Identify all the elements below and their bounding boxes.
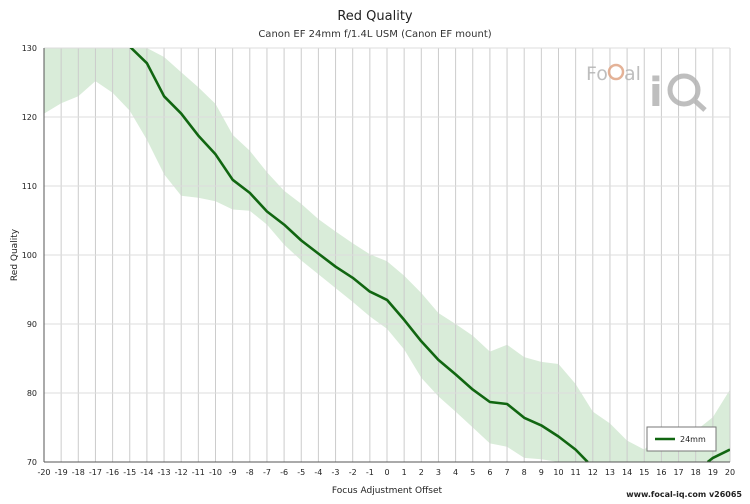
y-tick-label: 90 — [27, 320, 37, 329]
x-tick-label: -8 — [246, 468, 254, 477]
x-tick-label: 2 — [419, 468, 424, 477]
x-tick-label: 4 — [453, 468, 458, 477]
x-tick-label: 7 — [505, 468, 510, 477]
y-axis-label: Red Quality — [10, 228, 20, 281]
x-tick-label: -2 — [349, 468, 357, 477]
y-tick-label: 120 — [22, 113, 37, 122]
x-tick-label: 3 — [436, 468, 441, 477]
x-tick-label: 14 — [622, 468, 632, 477]
x-tick-label: 5 — [470, 468, 475, 477]
x-tick-label: 11 — [571, 468, 581, 477]
x-tick-label: -20 — [37, 468, 50, 477]
y-tick-label: 110 — [22, 182, 37, 191]
x-tick-label: 17 — [673, 468, 683, 477]
x-tick-label: 0 — [384, 468, 389, 477]
x-tick-label: 13 — [605, 468, 615, 477]
x-axis-label: Focus Adjustment Offset — [332, 486, 443, 496]
logo-c-ring — [607, 63, 625, 81]
x-tick-label: -10 — [209, 468, 222, 477]
x-tick-label: 8 — [522, 468, 527, 477]
x-tick-label: -17 — [89, 468, 102, 477]
logo-wordmark: Fo — [586, 63, 608, 85]
series-line-24mm — [706, 448, 730, 462]
y-tick-label: 130 — [22, 44, 37, 53]
logo-q-tail — [692, 98, 707, 112]
footer-text: www.focal-iq.com v26065 — [626, 490, 742, 499]
x-tick-label: 18 — [691, 468, 701, 477]
x-tick-label: -14 — [140, 468, 153, 477]
x-tick-label: -11 — [192, 468, 205, 477]
logo-i: i — [649, 70, 663, 116]
logo-wordmark-al: al — [624, 63, 641, 85]
x-tick-label: 15 — [639, 468, 649, 477]
x-tick-label: -15 — [123, 468, 136, 477]
y-tick-label: 70 — [27, 458, 37, 467]
x-tick-label: 16 — [656, 468, 666, 477]
y-tick-label: 80 — [27, 389, 37, 398]
x-tick-label: -9 — [229, 468, 237, 477]
x-tick-label: -3 — [332, 468, 340, 477]
focal-iq-logo: Fo al i — [586, 63, 707, 116]
x-tick-label: 20 — [725, 468, 735, 477]
x-tick-label: -6 — [280, 468, 288, 477]
x-tick-label: -4 — [314, 468, 322, 477]
x-tick-label: 10 — [553, 468, 563, 477]
series-line-24mm — [129, 48, 589, 462]
logo-q-circle — [667, 73, 701, 107]
legend-label: 24mm — [680, 435, 706, 444]
x-tick-label: -18 — [72, 468, 85, 477]
y-tick-label: 100 — [22, 251, 37, 260]
x-tick-label: -5 — [297, 468, 305, 477]
x-tick-label: 19 — [708, 468, 718, 477]
x-tick-label: 1 — [402, 468, 407, 477]
x-tick-label: 9 — [539, 468, 544, 477]
chart-title: Red Quality — [337, 9, 413, 24]
x-tick-label: -12 — [175, 468, 188, 477]
x-tick-label: 6 — [487, 468, 492, 477]
x-tick-label: -19 — [55, 468, 68, 477]
x-tick-label: -13 — [158, 468, 171, 477]
x-tick-label: 12 — [588, 468, 598, 477]
x-tick-label: -7 — [263, 468, 271, 477]
x-tick-label: -16 — [106, 468, 119, 477]
chart-subtitle: Canon EF 24mm f/1.4L USM (Canon EF mount… — [258, 29, 491, 40]
x-tick-label: -1 — [366, 468, 374, 477]
